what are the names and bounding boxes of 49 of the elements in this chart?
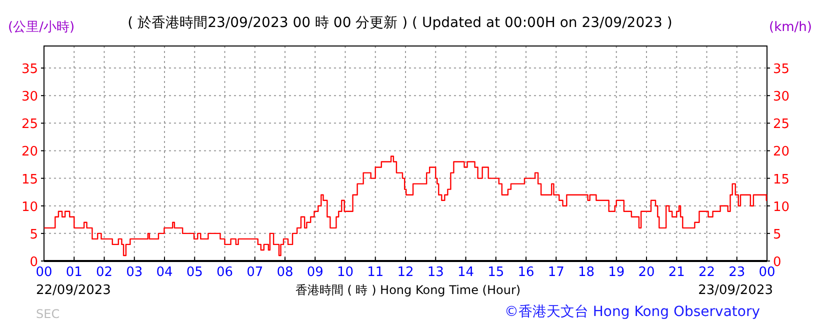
annotation: 22/09/2023: [36, 283, 111, 298]
y2tick: 5: [773, 227, 782, 242]
y2label: (km/h): [769, 20, 812, 35]
xtick: 11: [367, 265, 384, 280]
annotation: ©香港天文台 Hong Kong Observatory: [504, 304, 760, 320]
xtick: 05: [186, 265, 203, 280]
annotation: SEC: [36, 307, 60, 321]
xtick: 00: [758, 265, 776, 280]
ytick: 5: [30, 227, 38, 242]
xtick: 07: [246, 265, 264, 280]
xtick: 22: [698, 265, 716, 280]
xlabel: 香港時間 ( 時 ) Hong Kong Time (Hour): [295, 283, 521, 297]
xtick: 12: [397, 265, 414, 280]
title: ( 於香港時間23/09/2023 00 時 00 分更新 ) ( Updated at 00:00H on 23/09/2023 ): [128, 15, 672, 31]
xtick: 14: [457, 265, 474, 280]
xtick: 16: [518, 265, 534, 280]
ytick: 25: [21, 117, 38, 132]
xtick: 10: [336, 265, 354, 280]
xtick: 03: [126, 265, 143, 280]
ytick: 35: [21, 62, 38, 78]
xtick: 17: [548, 265, 564, 280]
xtick: 04: [156, 265, 173, 280]
xtick: 18: [578, 265, 595, 280]
y2tick: 10: [773, 200, 790, 215]
ylabel: (公里/小時): [8, 20, 75, 35]
xtick: 21: [668, 265, 685, 280]
xtick: 15: [488, 265, 504, 280]
xtick: 09: [306, 265, 324, 280]
xtick: 06: [216, 265, 234, 280]
xtick: 01: [66, 265, 82, 280]
y2tick: 30: [773, 90, 790, 105]
y2tick: 25: [773, 117, 790, 132]
ytick: 15: [21, 172, 38, 188]
xtick: 08: [276, 265, 294, 280]
annotation: 23/09/2023: [698, 283, 773, 298]
y2tick: 15: [773, 172, 790, 188]
ytick: 0: [30, 255, 38, 270]
xtick: 20: [638, 265, 655, 280]
xtick: 19: [608, 265, 625, 280]
y2tick: 0: [773, 255, 782, 270]
ytick: 20: [21, 144, 38, 160]
y2tick: 35: [773, 62, 790, 78]
xtick: 00: [36, 265, 52, 280]
xtick: 02: [96, 265, 113, 280]
y2tick: 20: [773, 144, 790, 160]
xtick: 13: [427, 265, 444, 280]
ytick: 30: [21, 90, 38, 105]
ytick: 10: [21, 200, 38, 215]
xtick: 23: [728, 265, 746, 280]
